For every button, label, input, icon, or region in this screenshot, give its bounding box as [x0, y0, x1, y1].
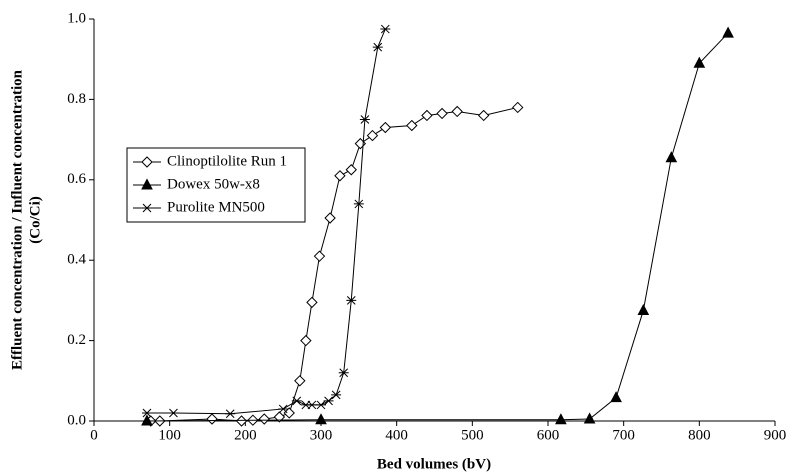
marker: [436, 107, 448, 120]
marker: [278, 404, 289, 414]
marker: [345, 164, 357, 176]
x-axis-label: Bed volumes (bV): [377, 456, 491, 472]
marker: [225, 409, 236, 419]
marker: [300, 334, 312, 347]
y-tick-label: 0.6: [67, 171, 86, 187]
y-axis-label: Effluent concentration / Influent concen…: [9, 69, 25, 370]
marker: [353, 199, 364, 209]
marker: [141, 414, 153, 426]
marker: [665, 151, 678, 163]
marker: [583, 412, 596, 424]
marker: [331, 390, 342, 400]
marker: [693, 56, 706, 68]
marker: [315, 413, 327, 425]
x-tick-label: 300: [310, 427, 333, 443]
marker: [451, 105, 463, 118]
series-line: [146, 28, 386, 415]
legend-label: Clinoptilolite Run 1: [167, 153, 287, 169]
marker: [512, 101, 524, 114]
x-tick-label: 200: [234, 427, 257, 443]
marker: [291, 396, 302, 406]
y-tick-label: 0.8: [67, 91, 86, 107]
marker: [258, 413, 270, 425]
marker: [722, 26, 734, 38]
x-tick-label: 900: [764, 427, 787, 443]
marker: [306, 400, 317, 410]
x-tick-label: 600: [537, 427, 560, 443]
marker: [379, 121, 392, 134]
marker: [477, 109, 490, 122]
marker: [334, 170, 346, 182]
marker: [555, 413, 567, 425]
marker: [283, 407, 295, 419]
marker: [316, 400, 326, 410]
y-tick-label: 1.0: [67, 10, 86, 26]
y-tick-label: 0.0: [67, 412, 86, 428]
marker: [338, 368, 349, 378]
marker: [206, 413, 218, 425]
y-tick-label: 0.4: [67, 252, 86, 268]
x-tick-label: 0: [90, 427, 98, 443]
marker: [421, 109, 433, 122]
x-tick-label: 400: [385, 427, 408, 443]
marker: [380, 24, 391, 34]
marker: [168, 408, 179, 418]
legend-marker: [141, 178, 153, 190]
x-tick-label: 800: [688, 427, 711, 443]
marker: [346, 296, 357, 305]
x-tick-label: 100: [158, 427, 181, 443]
marker: [273, 411, 286, 423]
marker: [637, 303, 650, 315]
legend-marker: [142, 203, 152, 213]
y-tick-label: 0.2: [67, 332, 86, 348]
marker: [610, 391, 622, 403]
marker: [235, 415, 248, 427]
marker: [294, 375, 306, 387]
x-tick-label: 500: [461, 427, 484, 443]
marker: [324, 212, 336, 224]
legend-label: Dowex 50w-x8: [167, 176, 260, 192]
legend-marker: [141, 156, 153, 168]
marker: [359, 115, 370, 124]
marker: [366, 129, 379, 142]
legend-label: Purolite MN500: [167, 199, 265, 215]
marker: [406, 119, 418, 132]
marker: [372, 42, 383, 52]
marker: [141, 408, 152, 418]
marker: [313, 250, 326, 262]
marker: [306, 296, 318, 309]
marker: [323, 396, 334, 406]
x-tick-label: 700: [612, 427, 635, 443]
y-axis-label: (Co/Ci): [27, 196, 43, 244]
series-line: [146, 32, 729, 422]
